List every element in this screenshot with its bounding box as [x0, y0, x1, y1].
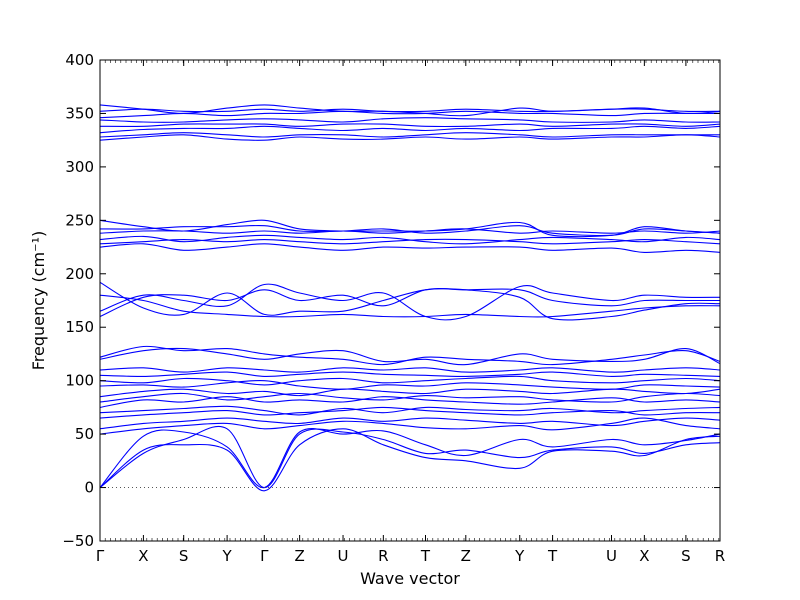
band-line-18	[99, 283, 721, 321]
y-tick-label: 50	[75, 425, 94, 443]
band-line-34	[99, 104, 721, 117]
band-line-32	[99, 110, 720, 119]
band-line-17	[99, 288, 720, 318]
band-line-11	[99, 380, 721, 390]
y-tick-label: 200	[65, 265, 94, 283]
x-tick-label: X	[138, 547, 148, 565]
band-line-7	[99, 405, 721, 416]
band-line-29	[99, 125, 721, 134]
band-line-3	[99, 428, 721, 489]
x-tick-label: S	[179, 547, 189, 565]
band-line-9	[99, 392, 721, 403]
y-tick-label: 150	[65, 318, 94, 336]
x-tick-label: T	[420, 547, 431, 565]
band-line-13	[99, 371, 721, 377]
band-line-19	[99, 294, 721, 318]
y-tick-label: 100	[65, 372, 94, 390]
x-tick-label: R	[378, 547, 388, 565]
band-line-6	[99, 406, 721, 419]
band-line-22	[99, 238, 721, 245]
x-minor-ticks	[99, 60, 720, 541]
band-line-8	[99, 396, 721, 408]
band-line-14	[99, 367, 721, 373]
x-tick-label: Γ	[96, 547, 105, 565]
x-tick-label: Γ	[260, 547, 269, 565]
band-line-23	[99, 234, 721, 245]
band-line-2	[99, 428, 721, 492]
x-tick-label: Z	[294, 547, 304, 565]
band-line-5	[99, 417, 721, 430]
x-tick-label: R	[715, 547, 725, 565]
plot-frame	[99, 59, 721, 542]
x-tick-label: S	[681, 547, 691, 565]
y-tick-label: 250	[65, 211, 94, 229]
band-line-10	[99, 388, 721, 398]
band-line-4	[99, 417, 721, 435]
band-line-33	[99, 108, 721, 113]
y-axis-label: Frequency (cm⁻¹)	[29, 231, 48, 370]
y-tick-label: −50	[62, 532, 94, 550]
band-line-12	[99, 375, 721, 386]
y-tick-label: 300	[65, 158, 94, 176]
x-tick-label: U	[606, 547, 617, 565]
y-tick-label: 0	[84, 479, 94, 497]
y-axis-ticks: −50 0 50 100 150 200 250 300 350 400	[62, 51, 720, 550]
plot-area	[99, 104, 721, 492]
x-tick-label: Z	[461, 547, 471, 565]
band-line-31	[99, 117, 721, 123]
x-tick-label: Y	[222, 547, 233, 565]
band-line-27	[99, 134, 721, 141]
band-line-16	[99, 345, 721, 366]
x-tick-label: U	[338, 547, 349, 565]
band-line-28	[99, 132, 720, 138]
x-tick-label: Y	[514, 547, 525, 565]
band-lines	[99, 104, 721, 492]
band-line-21	[99, 243, 721, 253]
x-tick-label: X	[639, 547, 649, 565]
band-line-30	[99, 123, 721, 128]
band-line-26	[99, 219, 721, 238]
y-tick-label: 350	[65, 104, 94, 122]
x-axis-label: Wave vector	[360, 569, 460, 588]
band-line-1	[99, 425, 721, 489]
x-tick-label: T	[547, 547, 558, 565]
y-tick-label: 400	[65, 51, 94, 69]
band-line-20	[99, 281, 721, 321]
